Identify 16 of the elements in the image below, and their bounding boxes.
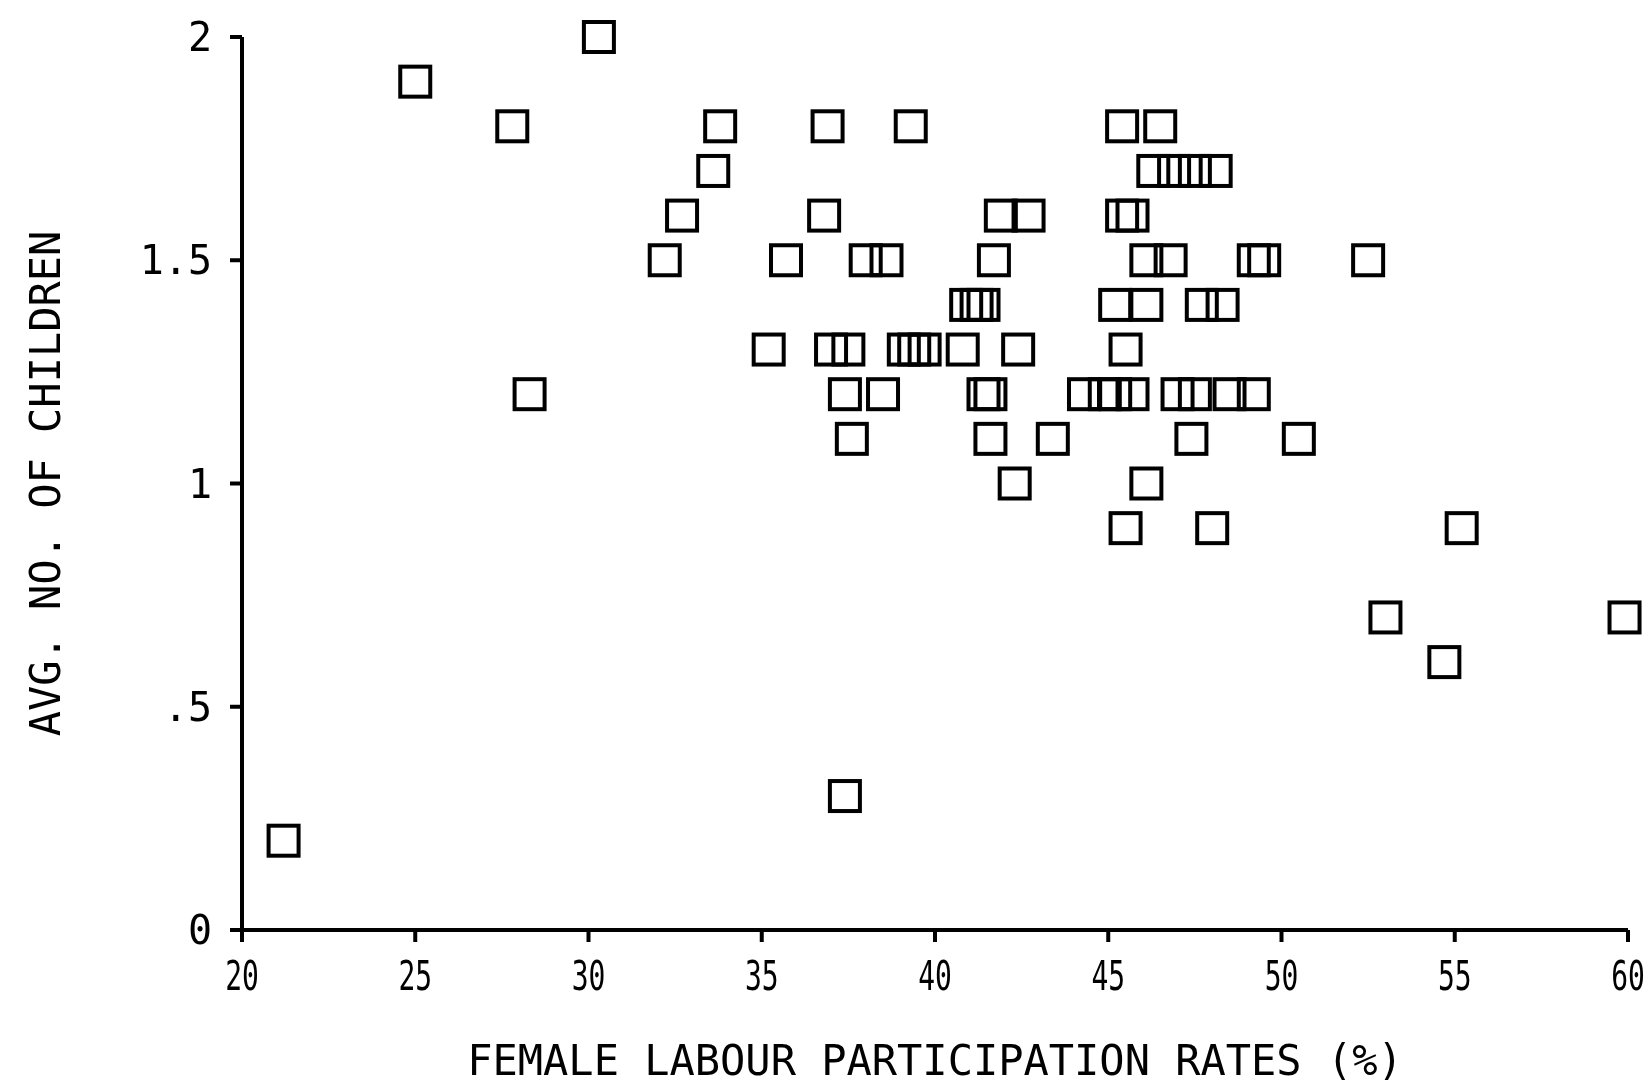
y-tick-label: 0	[187, 907, 212, 953]
x-tick-label: 25	[398, 952, 433, 1000]
y-tick-label: .5	[163, 683, 212, 730]
x-tick-label: 40	[918, 952, 952, 1000]
y-tick-label: 2	[187, 14, 212, 60]
x-tick-label: 50	[1264, 952, 1299, 1000]
y-axis-title: AVG. NO. OF CHILDREN	[21, 230, 70, 737]
x-tick-label: 35	[744, 952, 779, 1000]
x-tick-label: 55	[1437, 952, 1472, 1000]
x-tick-label: 60	[1611, 952, 1645, 1000]
y-tick-label: 1.5	[139, 237, 212, 284]
x-tick-label: 45	[1091, 952, 1126, 1000]
y-tick-label: 1	[187, 460, 212, 507]
x-axis-title: FEMALE LABOUR PARTICIPATION RATES (%)	[467, 1036, 1403, 1085]
x-tick-label: 20	[225, 952, 259, 1000]
x-tick-label: 30	[571, 952, 606, 1000]
